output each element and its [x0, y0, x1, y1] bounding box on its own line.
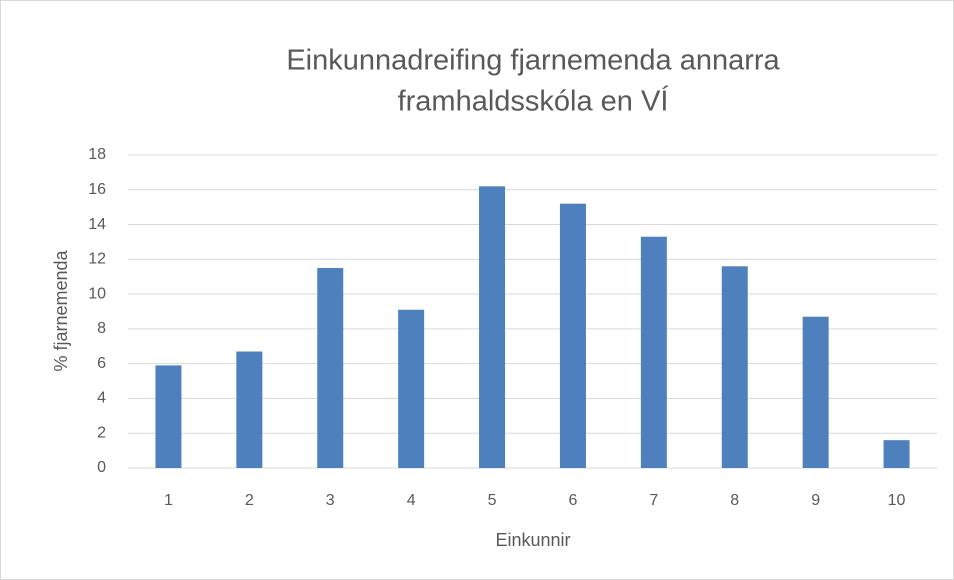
x-tick-label: 4 — [407, 492, 416, 509]
y-tick-label: 4 — [97, 390, 106, 407]
y-tick-label: 12 — [88, 251, 106, 268]
y-axis-label: % fjarnemenda — [51, 249, 71, 371]
x-tick-label: 3 — [326, 492, 335, 509]
x-tick-label: 6 — [568, 492, 577, 509]
y-tick-label: 6 — [97, 355, 106, 372]
x-tick-label: 1 — [164, 492, 173, 509]
bar — [398, 309, 425, 468]
bar — [721, 266, 748, 468]
bar — [640, 236, 667, 468]
x-tick-label: 5 — [488, 492, 497, 509]
chart-title: Einkunnadreifing fjarnemenda annarra — [286, 45, 780, 77]
y-tick-label: 16 — [88, 181, 106, 198]
bar — [559, 203, 586, 468]
bar — [317, 268, 344, 468]
chart-title: framhaldsskóla en VÍ — [398, 85, 670, 118]
y-tick-label: 14 — [88, 216, 106, 233]
y-tick-label: 8 — [97, 320, 106, 337]
bar — [236, 351, 263, 468]
x-axis-label: Einkunnir — [495, 530, 570, 550]
y-tick-label: 18 — [88, 146, 106, 163]
x-tick-label: 9 — [811, 492, 820, 509]
y-tick-label: 0 — [97, 459, 106, 476]
x-tick-label: 10 — [888, 492, 906, 509]
bar — [802, 316, 829, 468]
x-tick-label: 8 — [730, 492, 739, 509]
x-tick-label: 7 — [649, 492, 658, 509]
y-tick-label: 2 — [97, 424, 106, 441]
y-tick-label: 10 — [88, 285, 106, 302]
bar — [155, 365, 182, 468]
bar — [479, 186, 506, 469]
x-tick-label: 2 — [245, 492, 254, 509]
bar — [883, 440, 910, 468]
